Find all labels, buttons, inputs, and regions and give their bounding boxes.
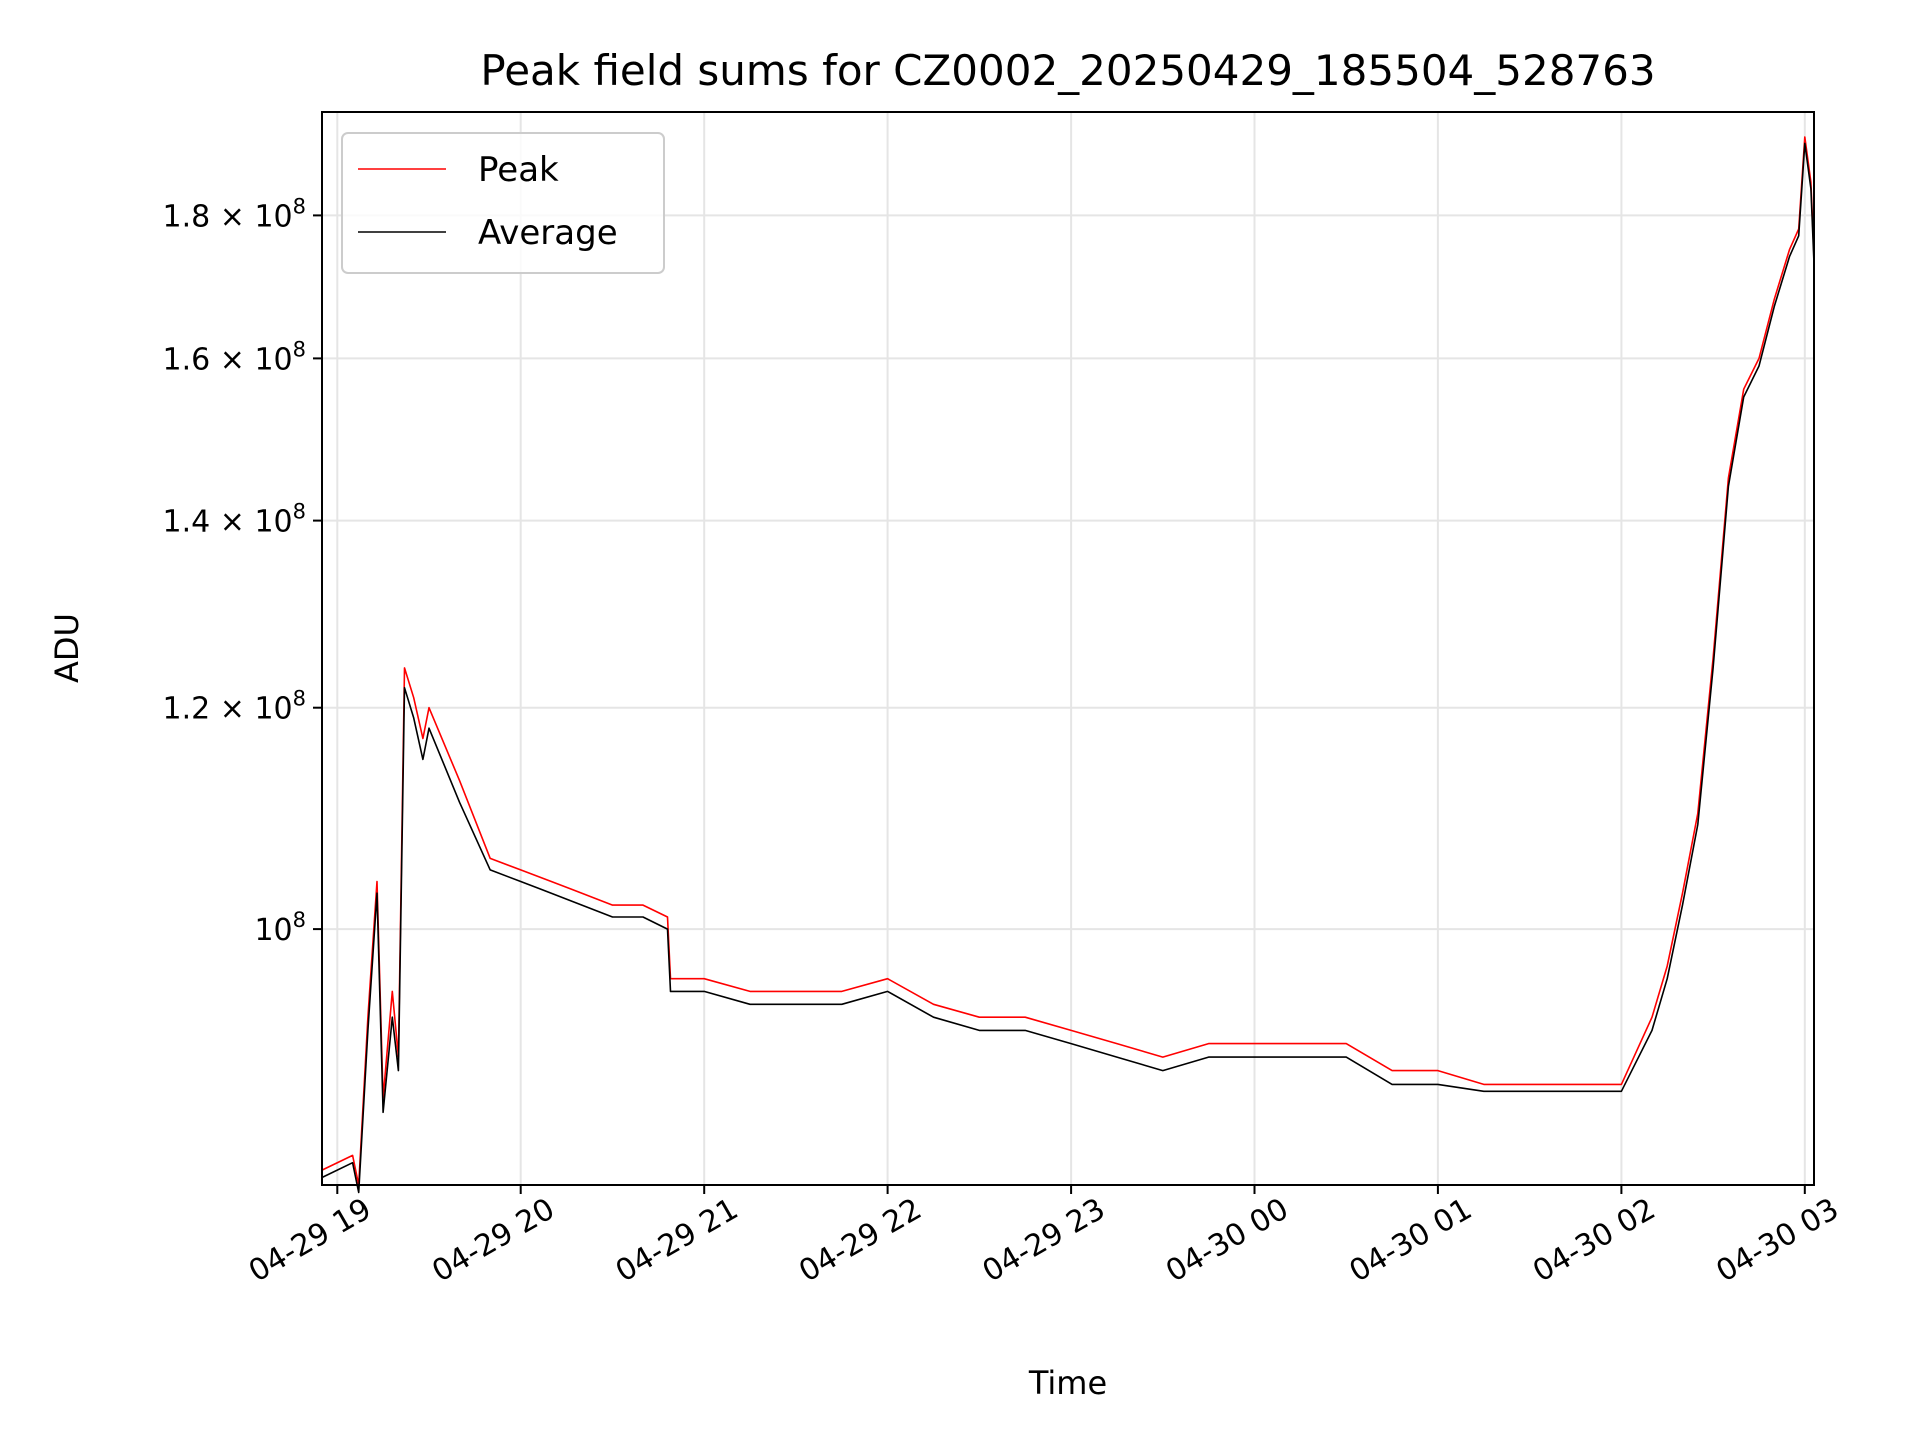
legend: Peak Average <box>341 132 665 274</box>
plot-frame <box>321 111 1815 1186</box>
y-tick-label: 108 <box>254 908 306 948</box>
y-axis-ticks: 108 1.2 × 108 1.4 × 108 1.6 × 108 1.8 × 108 <box>163 194 322 948</box>
legend-box <box>341 132 665 274</box>
y-tick-label: 1.4 × 108 <box>163 500 306 540</box>
series-layer <box>321 136 1815 1194</box>
legend-peak-label: Peak <box>478 150 559 190</box>
y-tick-label: 1.6 × 108 <box>163 337 306 377</box>
chart-title: Peak field sums for CZ0002_20250429_1855… <box>480 46 1655 95</box>
y-axis-label: ADU <box>48 613 86 683</box>
y-tick-label: 1.8 × 108 <box>163 194 306 234</box>
grid-lines <box>322 112 1814 1185</box>
series-line-average <box>321 142 1815 1194</box>
y-tick-label: 1.2 × 108 <box>163 687 306 727</box>
legend-average-label: Average <box>478 213 618 253</box>
x-axis-label: Time <box>1028 1364 1107 1402</box>
series-line-peak <box>321 136 1815 1186</box>
